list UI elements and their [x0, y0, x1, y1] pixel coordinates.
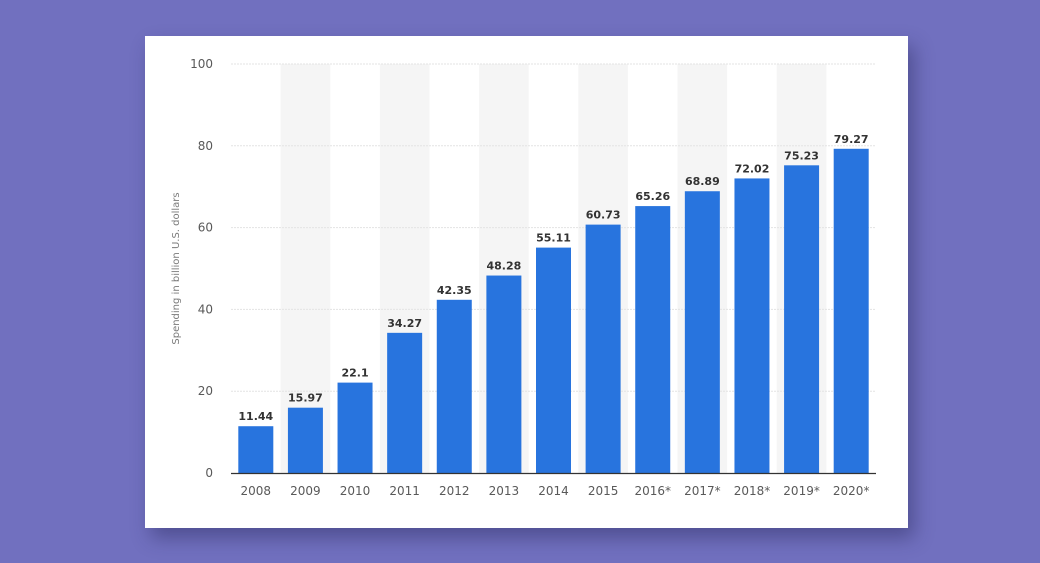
bar-2013	[486, 275, 522, 473]
y-tick-label: 60	[198, 221, 213, 235]
y-axis-title: Spending in billion U.S. dollars	[171, 192, 182, 344]
x-tick-label: 2012	[439, 484, 470, 498]
value-label: 15.97	[288, 392, 323, 405]
x-tick-label: 2008	[241, 484, 272, 498]
value-label: 34.27	[387, 317, 422, 330]
y-tick-label: 100	[190, 57, 213, 71]
x-tick-label: 2009	[290, 484, 321, 498]
value-label: 72.02	[735, 162, 770, 175]
bar-2008	[238, 426, 274, 473]
value-label: 11.44	[238, 410, 273, 423]
y-tick-label: 40	[198, 302, 213, 316]
bar-2018*	[734, 178, 770, 473]
bar-2020*	[833, 148, 869, 473]
bar-2019*	[784, 165, 820, 473]
bar-2011	[387, 332, 423, 473]
x-tick-label: 2019*	[783, 484, 820, 498]
y-tick-label: 20	[198, 384, 213, 398]
value-label: 65.26	[635, 190, 670, 203]
value-label: 42.35	[437, 284, 472, 297]
x-tick-label: 2015	[588, 484, 619, 498]
value-labels: 11.44 15.97 22.1 34.27 42.35 48.28 55.11 60.73 6…	[238, 133, 868, 423]
bar-2009	[287, 407, 323, 473]
x-tick-label: 2014	[538, 484, 569, 498]
bar-2012	[436, 299, 472, 473]
bar-chart: 11.44 15.97 22.1 34.27 42.35 48.28 55.11 60.73 6…	[171, 57, 876, 498]
x-axis-ticks: 2008 2009 2010 2011 2012 2013 2014 2015 2016* 201…	[241, 484, 870, 498]
chart-card: 11.44 15.97 22.1 34.27 42.35 48.28 55.11 60.73 6…	[145, 36, 908, 528]
x-tick-label: 2017*	[684, 484, 721, 498]
y-tick-label: 80	[198, 139, 213, 153]
bar-2017*	[684, 191, 720, 473]
value-label: 79.27	[834, 133, 869, 146]
y-tick-label: 0	[205, 466, 213, 480]
value-label: 48.28	[486, 260, 521, 273]
x-tick-label: 2020*	[833, 484, 870, 498]
y-axis-ticks: 0 20 40 60 80 100	[190, 57, 213, 480]
x-tick-label: 2010	[340, 484, 371, 498]
value-label: 68.89	[685, 175, 720, 188]
x-tick-label: 2011	[389, 484, 420, 498]
bars	[238, 148, 869, 473]
x-tick-label: 2016*	[634, 484, 671, 498]
bar-2014	[536, 247, 571, 473]
value-label: 75.23	[784, 149, 819, 162]
bar-2016*	[635, 206, 671, 473]
value-label: 60.73	[586, 209, 621, 222]
value-label: 22.1	[341, 367, 368, 380]
value-label: 55.11	[536, 232, 571, 245]
band-1	[280, 64, 331, 473]
x-tick-label: 2013	[489, 484, 520, 498]
bar-2010	[337, 382, 373, 473]
x-tick-label: 2018*	[734, 484, 771, 498]
bar-2015	[585, 224, 621, 473]
